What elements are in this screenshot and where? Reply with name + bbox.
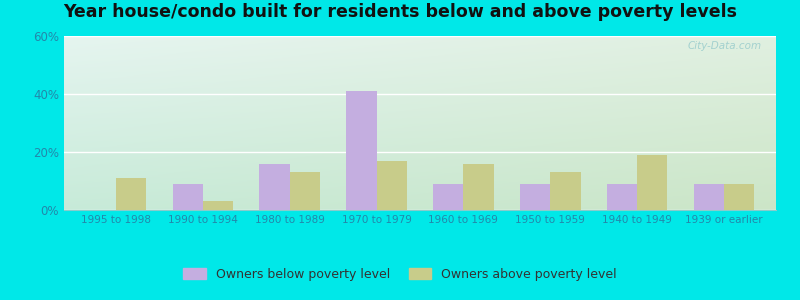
Bar (606, 184, 637, 210)
Bar (694, 184, 724, 210)
Bar (377, 161, 407, 210)
Bar (433, 184, 463, 210)
Bar (346, 91, 377, 210)
Bar (520, 184, 550, 210)
Bar (637, 155, 667, 210)
Bar (116, 178, 146, 210)
Bar (550, 172, 581, 210)
Legend: Owners below poverty level, Owners above poverty level: Owners below poverty level, Owners above… (179, 264, 621, 285)
Bar (463, 164, 494, 210)
Text: Year house/condo built for residents below and above poverty levels: Year house/condo built for residents bel… (63, 3, 737, 21)
Bar (259, 164, 290, 210)
Bar (290, 172, 320, 210)
Text: City-Data.com: City-Data.com (688, 41, 762, 51)
Bar (173, 184, 203, 210)
Bar (203, 201, 234, 210)
Bar (724, 184, 754, 210)
